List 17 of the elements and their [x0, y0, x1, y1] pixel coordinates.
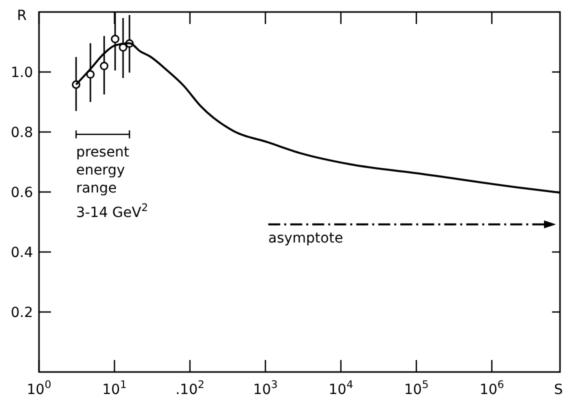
y-tick-label: 0.8 — [10, 125, 33, 141]
x-tick-label: 10$^{1}$ — [102, 379, 127, 398]
x-tick-label: 10$^{0}$ — [26, 379, 52, 398]
annotation: 3-14 GeV$^{2}$ — [76, 202, 148, 222]
x-tick-label: 10$^{5}$ — [404, 379, 429, 398]
x-tick-label: 10$^{4}$ — [328, 379, 354, 398]
y-tick-label: 0.2 — [10, 305, 33, 321]
annotation: asymptote — [268, 230, 344, 246]
x-tick-label: 10$^{6}$ — [480, 379, 504, 398]
y-tick-label: 0.4 — [10, 245, 34, 261]
y-tick-label: 0.6 — [10, 185, 34, 201]
x-axis-title: S — [554, 382, 563, 398]
y-axis-title: R — [17, 8, 27, 24]
annotation: present energy range — [76, 144, 130, 196]
y-tick-label: 1.0 — [10, 65, 33, 81]
x-tick-label: 10$^{3}$ — [253, 379, 278, 398]
x-tick-label: .10$^{2}$ — [175, 379, 204, 398]
